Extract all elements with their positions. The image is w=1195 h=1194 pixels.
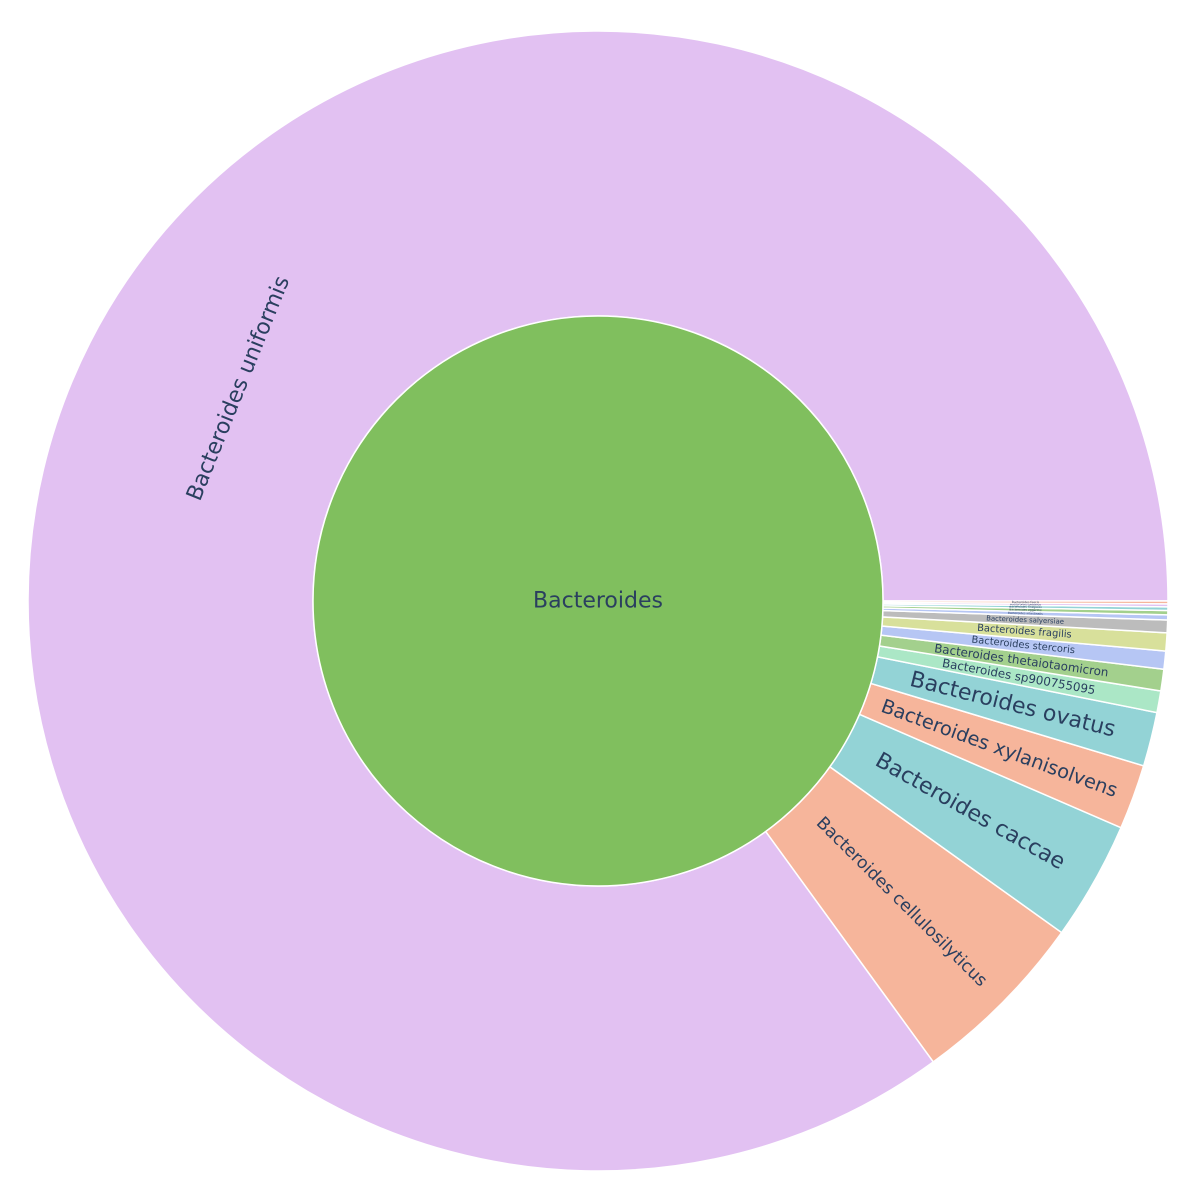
- segment-label: Bacteroides plebeius: [1010, 602, 1042, 606]
- root-segment[interactable]: [312, 315, 884, 887]
- segment-label: Bacteroides faecis: [1012, 600, 1040, 604]
- center-node[interactable]: Bacteroides: [312, 315, 884, 887]
- segment-label: Bacteroides eggerthii: [1009, 607, 1041, 612]
- root-label: Bacteroides: [533, 589, 663, 614]
- segment-label: Bacteroides finegoldii: [1009, 605, 1042, 609]
- segment-label: Bacteroides salyersiae: [986, 614, 1064, 625]
- segment-label: Bacteroides intestinalis: [1008, 611, 1044, 616]
